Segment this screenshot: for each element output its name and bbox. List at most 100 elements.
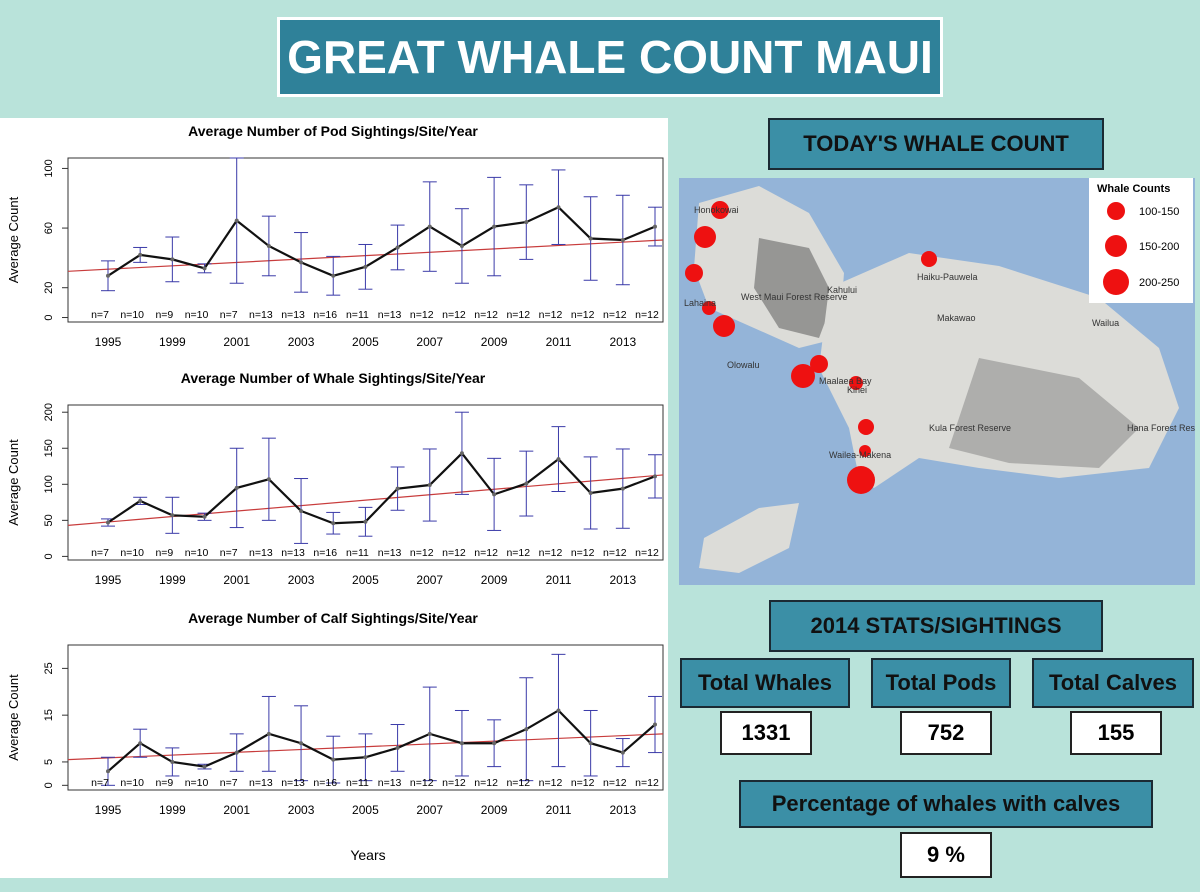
n-label: n=12 — [539, 547, 563, 559]
point — [202, 266, 207, 271]
n-label: n=7 — [220, 309, 238, 321]
place-label: Kihei — [847, 385, 867, 395]
point — [138, 741, 143, 746]
n-label: n=13 — [378, 777, 402, 789]
x-tick-label: 2011 — [546, 335, 572, 349]
point — [556, 708, 561, 713]
legend-marker — [1103, 269, 1129, 295]
x-tick-label: 1999 — [159, 573, 186, 587]
point — [492, 492, 497, 497]
marker — [810, 355, 828, 373]
x-tick-label: 2007 — [416, 803, 443, 817]
point — [299, 741, 304, 746]
page-title: GREAT WHALE COUNT MAUI — [277, 17, 943, 97]
legend-label: 150-200 — [1139, 241, 1179, 253]
point — [331, 273, 336, 278]
place-label: Hana Forest Reserve — [1127, 423, 1195, 433]
point — [363, 519, 368, 524]
point — [653, 474, 657, 479]
place-label: Kula Forest Reserve — [929, 423, 1011, 433]
n-label: n=12 — [474, 547, 498, 559]
point — [266, 731, 271, 736]
stat-value: 1331 — [720, 711, 812, 755]
place-label: Kahului — [827, 285, 857, 295]
n-label: n=12 — [442, 547, 466, 559]
y-tick-label: 100 — [43, 475, 55, 493]
marker — [858, 419, 874, 435]
point — [492, 224, 497, 229]
n-label: n=12 — [539, 777, 563, 789]
marker — [713, 315, 735, 337]
kahoolawe — [699, 503, 799, 573]
stat-value: 752 — [900, 711, 992, 755]
haleakala — [949, 358, 1139, 468]
marker — [702, 301, 716, 315]
map-title: TODAY'S WHALE COUNT — [768, 118, 1104, 170]
point — [395, 245, 400, 250]
point — [202, 764, 207, 769]
x-tick-label: 2003 — [288, 335, 315, 349]
x-tick-label: 2009 — [481, 573, 508, 587]
stats-title: 2014 STATS/SIGHTINGS — [769, 600, 1103, 652]
plot-frame — [67, 644, 664, 791]
place-label: Lahaina — [684, 298, 716, 308]
marker — [685, 264, 703, 282]
point — [234, 750, 239, 755]
x-axis-label: Years — [350, 847, 385, 863]
marker — [921, 251, 937, 267]
point — [459, 451, 464, 456]
n-label: n=12 — [506, 547, 530, 559]
point — [620, 750, 625, 755]
n-label: n=13 — [249, 777, 273, 789]
n-label: n=7 — [91, 547, 109, 559]
marker — [847, 466, 875, 494]
n-label: n=10 — [120, 309, 144, 321]
n-label: n=12 — [635, 309, 659, 321]
point — [653, 722, 657, 727]
x-tick-label: 2011 — [546, 803, 572, 817]
y-axis-label: Average Count — [6, 439, 21, 526]
legend-label: 100-150 — [1139, 206, 1179, 218]
n-label: n=16 — [313, 309, 337, 321]
point — [363, 264, 368, 269]
y-tick-label: 20 — [43, 282, 55, 294]
n-label: n=12 — [571, 309, 595, 321]
point — [556, 205, 561, 210]
x-tick-label: 2009 — [481, 335, 508, 349]
chart-title: Average Number of Pod Sightings/Site/Yea… — [188, 123, 478, 139]
point — [427, 483, 432, 488]
n-label: n=7 — [91, 777, 109, 789]
legend-marker — [1107, 202, 1125, 220]
percentage-value: 9 % — [900, 832, 992, 878]
x-tick-label: 1995 — [95, 335, 122, 349]
n-label: n=13 — [249, 547, 273, 559]
point — [170, 513, 175, 518]
n-label: n=13 — [281, 777, 305, 789]
y-tick-label: 0 — [43, 314, 55, 320]
stat-label: Total Calves — [1032, 658, 1194, 708]
x-tick-label: 2011 — [546, 573, 572, 587]
stat-label: Total Whales — [680, 658, 850, 708]
whale-markers — [685, 201, 937, 494]
n-label: n=10 — [185, 777, 209, 789]
point — [202, 514, 207, 519]
marker — [791, 364, 815, 388]
y-tick-label: 25 — [43, 662, 55, 674]
point — [363, 755, 368, 760]
point — [620, 486, 625, 491]
x-tick-label: 2013 — [609, 573, 636, 587]
place-label: Honokowai — [694, 205, 739, 215]
y-tick-label: 0 — [43, 553, 55, 559]
series-line — [107, 205, 656, 277]
point — [620, 238, 625, 242]
mountains — [754, 238, 834, 338]
point — [427, 224, 432, 229]
x-tick-label: 2005 — [352, 573, 379, 587]
n-label: n=12 — [603, 777, 627, 789]
point — [459, 243, 464, 248]
plot-frame — [67, 157, 664, 323]
point — [266, 243, 271, 248]
y-axis-label: Average Count — [6, 196, 21, 283]
point — [653, 224, 657, 229]
y-tick-label: 200 — [43, 403, 55, 421]
